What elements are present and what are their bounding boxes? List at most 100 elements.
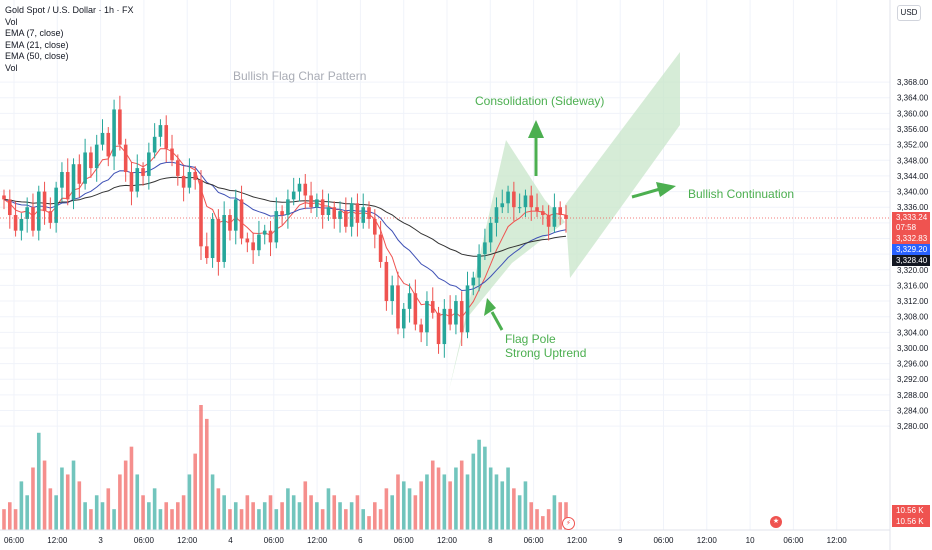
candle-body xyxy=(135,168,140,192)
candle-body xyxy=(158,125,163,137)
candle-body xyxy=(94,144,99,169)
y-tick-label: 3,320.00 xyxy=(897,266,929,275)
x-tick-label: 10 xyxy=(746,536,755,545)
x-tick-label: 4 xyxy=(228,536,233,545)
legend-line[interactable]: Vol xyxy=(5,62,18,73)
price-tag-last: 3,333.24 xyxy=(892,212,930,223)
x-tick-label: 8 xyxy=(488,536,493,545)
candle-body xyxy=(100,132,105,145)
candle-body xyxy=(268,230,273,243)
volume-bar xyxy=(535,509,539,530)
y-tick-label: 3,280.00 xyxy=(897,422,929,431)
candle-body xyxy=(222,215,226,262)
y-tick-label: 3,340.00 xyxy=(897,188,929,197)
volume-bar xyxy=(442,474,447,530)
candle-body xyxy=(390,285,394,302)
legend-line[interactable]: EMA (21, close) xyxy=(5,39,69,50)
volume-bar xyxy=(48,488,53,530)
volume-bar xyxy=(257,509,261,530)
volume-bar xyxy=(558,502,563,530)
candle-body xyxy=(401,308,406,329)
candle-body xyxy=(338,211,342,219)
volume-bar xyxy=(436,467,441,530)
y-tick-label: 3,336.00 xyxy=(897,203,929,212)
y-tick-label: 3,284.00 xyxy=(897,407,929,416)
volume-bar xyxy=(564,502,568,530)
us-flag-icon[interactable]: ★ xyxy=(770,516,782,528)
x-tick-label: 06:00 xyxy=(653,536,674,545)
y-tick-label: 3,344.00 xyxy=(897,172,929,181)
candle-body xyxy=(65,172,70,200)
lightning-icon[interactable]: ⚡ xyxy=(562,517,575,530)
volume-bar xyxy=(529,502,534,530)
volume-bar xyxy=(390,495,394,530)
candle-body xyxy=(2,195,6,200)
arrow-right-head xyxy=(656,182,676,197)
price-tag-volume-2: 10.56 K xyxy=(892,516,930,527)
candle-body xyxy=(7,199,12,216)
volume-bar xyxy=(25,495,29,530)
volume-bar xyxy=(152,488,157,530)
legend-line[interactable]: EMA (7, close) xyxy=(5,28,64,39)
volume-bar xyxy=(233,502,238,530)
y-tick-label: 3,300.00 xyxy=(897,344,929,353)
candle-body xyxy=(147,152,151,176)
annotation-flag-pattern: Bullish Flag Char Pattern xyxy=(233,69,367,83)
y-tick-label: 3,368.00 xyxy=(897,78,929,87)
candle-body xyxy=(141,168,145,176)
candle-body xyxy=(546,215,551,227)
candle-body xyxy=(257,234,261,251)
candle-body xyxy=(19,218,24,231)
candle-body xyxy=(303,183,308,196)
volume-bar xyxy=(546,509,551,530)
volume-bar xyxy=(228,509,232,530)
volume-bar xyxy=(164,502,169,530)
candle-body xyxy=(239,199,244,239)
volume-bar xyxy=(71,460,76,530)
candle-body xyxy=(176,160,180,176)
annotation-arrows xyxy=(484,120,676,331)
legend-line[interactable]: Vol xyxy=(5,16,18,27)
x-tick-label: 12:00 xyxy=(697,536,718,545)
candle-body xyxy=(564,215,568,219)
volume-bar xyxy=(315,502,319,530)
volume-bar xyxy=(355,495,360,530)
candle-body xyxy=(280,211,284,216)
candle-body xyxy=(459,301,464,333)
volume-bar xyxy=(106,488,111,530)
volume-bar xyxy=(94,495,99,530)
candle-body xyxy=(373,218,377,235)
price-tag-ema21: 3,329.20 xyxy=(892,244,930,255)
x-tick-label: 06:00 xyxy=(4,536,25,545)
volume-bar xyxy=(181,495,186,530)
candle-body xyxy=(42,191,47,212)
candle-body xyxy=(60,172,64,188)
volume-bar xyxy=(187,474,192,530)
volume-bar xyxy=(141,495,145,530)
volume-bar xyxy=(483,446,487,530)
legend-title: Gold Spot / U.S. Dollar · 1h · FX xyxy=(5,5,134,15)
currency-button[interactable]: USD xyxy=(897,5,921,21)
volume-bar xyxy=(523,481,528,530)
candle-body xyxy=(164,125,169,149)
arrow-pole-head xyxy=(484,298,496,316)
volume-bar xyxy=(430,460,435,530)
volume-bar xyxy=(83,502,87,530)
price-tag-ema50: 3,328.40 xyxy=(892,255,930,266)
candle-body xyxy=(384,261,389,302)
volume-bar xyxy=(280,502,284,530)
candle-body xyxy=(367,207,371,219)
volume-bar xyxy=(274,509,279,530)
volume-bar xyxy=(320,509,325,530)
candle-body xyxy=(471,277,476,286)
candle-body xyxy=(48,211,53,223)
volume-bar xyxy=(19,481,24,530)
candle-body xyxy=(129,172,134,192)
volume-bar xyxy=(471,453,476,530)
x-tick-label: 9 xyxy=(618,536,623,545)
x-tick-label: 06:00 xyxy=(264,536,285,545)
legend-line[interactable]: EMA (50, close) xyxy=(5,51,69,62)
volume-bar xyxy=(31,467,35,530)
volume-bar xyxy=(77,481,82,530)
